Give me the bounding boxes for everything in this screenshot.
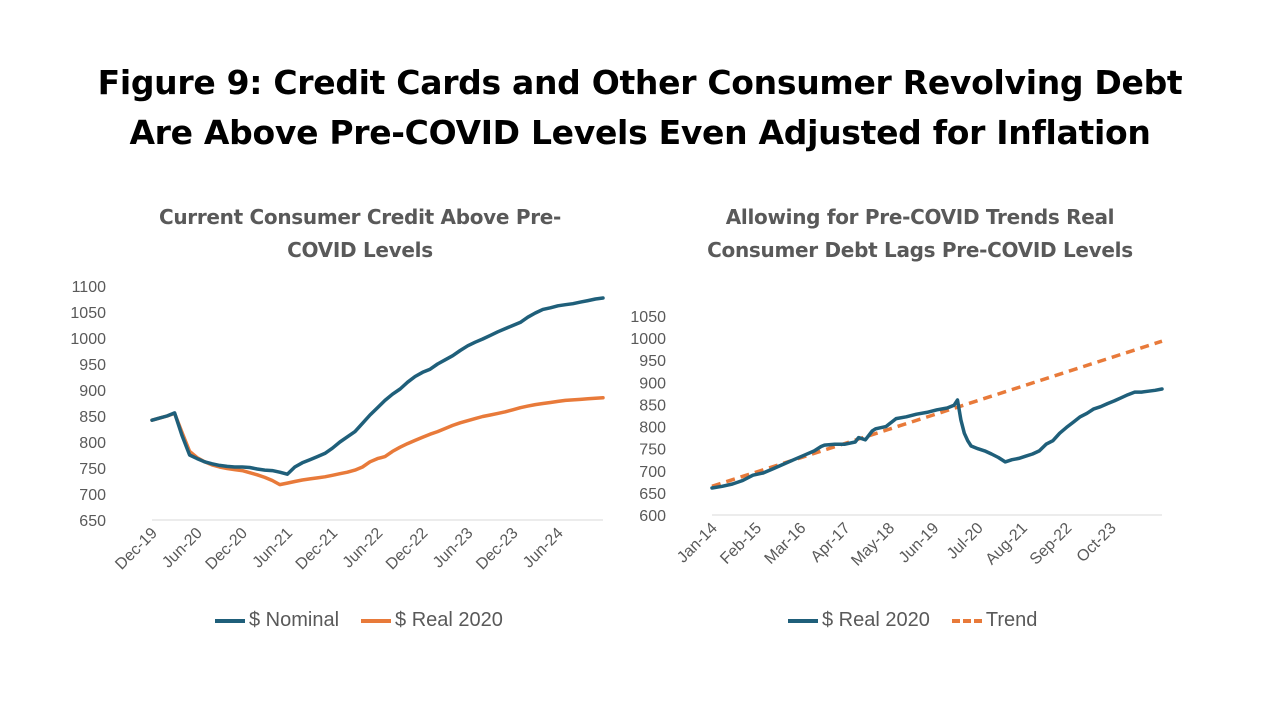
x-tick-label: Jan-14 — [674, 520, 721, 567]
y-tick-label: 800 — [79, 435, 106, 452]
y-tick-label: 1000 — [70, 331, 106, 348]
y-tick-label: 950 — [639, 353, 666, 370]
y-tick-label: 1100 — [72, 279, 107, 296]
y-tick-label: 850 — [639, 397, 666, 414]
x-tick-label: Feb-15 — [717, 520, 765, 568]
x-tick-label: Aug-21 — [983, 520, 1032, 569]
figure-title-line-1: Figure 9: Credit Cards and Other Consume… — [97, 63, 1183, 102]
y-tick-label: 1050 — [630, 309, 666, 326]
right-chart-title-line-2: Consumer Debt Lags Pre-COVID Levels — [707, 238, 1133, 262]
y-tick-label: 900 — [79, 383, 106, 400]
legend-swatch-real-2020 — [788, 618, 818, 623]
y-tick-label: 950 — [79, 357, 106, 374]
left-chart-title-line-2: COVID Levels — [287, 238, 433, 262]
x-tick-label: Oct-23 — [1074, 520, 1120, 566]
legend-item-trend: Trend — [951, 609, 1038, 632]
series-line-real-2020 — [150, 396, 605, 487]
y-tick-label: 600 — [639, 508, 666, 525]
legend-label-nominal: $ Nominal — [249, 609, 340, 631]
y-tick-label: 1050 — [70, 305, 106, 322]
y-tick-label: 850 — [79, 409, 106, 426]
y-tick-label: 1000 — [630, 331, 666, 348]
legend-label-trend: Trend — [985, 609, 1038, 631]
x-tick-label: Apr-17 — [808, 520, 854, 566]
left-chart-title-line-1: Current Consumer Credit Above Pre- — [158, 205, 562, 229]
legend-label-real: $ Real 2020 — [395, 609, 503, 631]
y-tick-label: 700 — [79, 487, 106, 504]
series-line-nominal — [150, 296, 605, 476]
legend-swatch-nominal — [215, 618, 245, 623]
y-tick-label: 700 — [639, 464, 666, 481]
right-chart-legend: $ Real 2020 Trend — [788, 609, 1037, 632]
legend-label-real-2020: $ Real 2020 — [822, 609, 930, 631]
left-chart-legend: $ Nominal $ Real 2020 — [215, 609, 503, 632]
legend-item-real: $ Real 2020 — [361, 609, 503, 632]
series-line-real-2020 — [710, 387, 1164, 490]
y-tick-label: 650 — [79, 513, 106, 530]
legend-swatch-trend — [951, 618, 982, 623]
y-tick-label: 800 — [639, 420, 666, 437]
x-tick-label: Sep-22 — [1027, 520, 1076, 569]
legend-item-nominal: $ Nominal — [215, 609, 339, 632]
right-chart-title-line-1: Allowing for Pre-COVID Trends Real — [725, 205, 1115, 229]
figure-title-line-2: Are Above Pre-COVID Levels Even Adjusted… — [129, 113, 1151, 152]
y-tick-label: 750 — [79, 461, 106, 478]
x-tick-label: Mar-16 — [762, 520, 810, 568]
y-tick-label: 750 — [639, 442, 666, 459]
legend-swatch-real — [361, 618, 392, 623]
y-tick-label: 650 — [639, 486, 666, 503]
left-chart-title: Current Consumer Credit Above Pre- COVID… — [120, 201, 600, 267]
legend-item-real-2020: $ Real 2020 — [788, 609, 930, 632]
x-tick-label: Jun-19 — [896, 520, 943, 567]
right-chart-title: Allowing for Pre-COVID Trends Real Consu… — [660, 201, 1180, 267]
x-tick-label: Jul-20 — [944, 520, 987, 563]
y-tick-label: 900 — [639, 375, 666, 392]
figure-title: Figure 9: Credit Cards and Other Consume… — [0, 58, 1280, 158]
x-tick-label: May-18 — [848, 520, 898, 570]
